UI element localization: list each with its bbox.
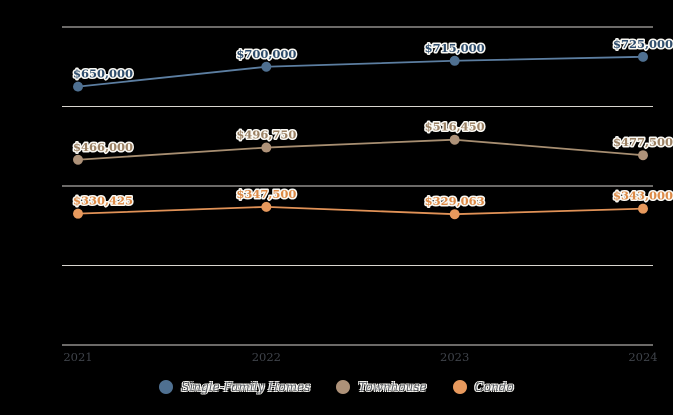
data-label-condo-2022: $347,500 <box>236 187 296 201</box>
data-point-single-family-homes-2021 <box>73 81 83 92</box>
x-axis-label-2024: 2024 <box>628 350 657 364</box>
data-point-single-family-homes-2023 <box>449 55 460 66</box>
legend-marker-icon <box>452 380 467 394</box>
data-point-condo-2021 <box>73 208 83 219</box>
data-point-condo-2024 <box>638 203 648 214</box>
data-label-condo-2023: $329,063 <box>425 194 485 208</box>
legend-label: Townhouse <box>358 380 427 394</box>
data-point-single-family-homes-2024 <box>638 51 648 62</box>
legend-item-condo[interactable]: Condo <box>452 380 514 394</box>
data-point-single-family-homes-2022 <box>261 61 272 72</box>
x-axis-label-2022: 2022 <box>252 350 281 364</box>
series-line-townhouse <box>77 138 644 161</box>
data-point-townhouse-2023 <box>449 134 460 145</box>
data-label-townhouse-2021: $466,000 <box>73 140 133 154</box>
data-point-townhouse-2024 <box>638 150 648 161</box>
data-label-condo-2024: $343,000 <box>613 189 673 203</box>
data-label-single-family-homes-2022: $700,000 <box>236 47 296 61</box>
data-point-condo-2023 <box>449 209 460 220</box>
legend-marker-icon <box>159 380 174 394</box>
x-axis-label-2023: 2023 <box>440 350 469 364</box>
legend-item-townhouse[interactable]: Townhouse <box>336 380 427 394</box>
data-label-townhouse-2022: $496,750 <box>236 128 296 142</box>
legend-marker-icon <box>336 380 351 394</box>
data-point-townhouse-2022 <box>261 142 272 153</box>
data-point-townhouse-2021 <box>73 154 83 165</box>
x-axis-label-2021: 2021 <box>63 350 92 364</box>
data-label-single-family-homes-2024: $725,000 <box>613 37 673 51</box>
data-label-condo-2021: $330,425 <box>73 194 133 208</box>
legend-item-single-family-homes[interactable]: Single-Family Homes <box>159 380 310 394</box>
legend-label: Condo <box>474 380 514 394</box>
data-label-townhouse-2023: $516,450 <box>425 120 485 134</box>
legend-label: Single-Family Homes <box>181 380 311 394</box>
data-point-condo-2022 <box>261 201 272 212</box>
data-label-townhouse-2024: $477,500 <box>613 135 673 149</box>
data-label-single-family-homes-2021: $650,000 <box>73 67 133 81</box>
series-line-single-family-homes <box>77 55 644 88</box>
series-line-condo <box>77 205 644 216</box>
legend: Single-Family Homes Townhouse Condo <box>0 375 673 399</box>
data-label-single-family-homes-2023: $715,000 <box>425 41 485 55</box>
